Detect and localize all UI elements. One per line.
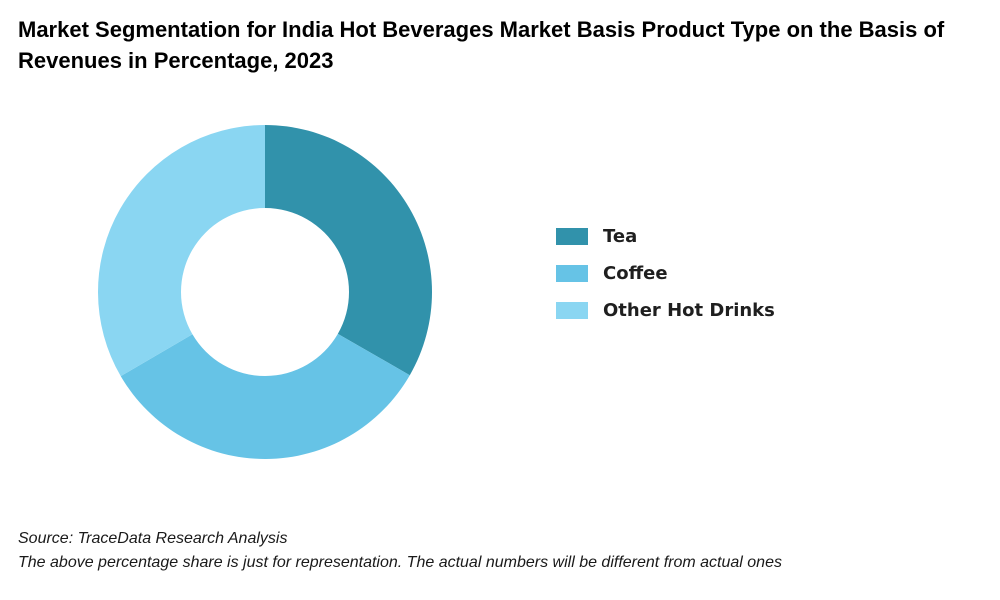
- legend-swatch-other-hot-drinks: [556, 302, 588, 319]
- source-note: Source: TraceData Research Analysis: [18, 527, 782, 551]
- legend-item-coffee: Coffee: [556, 259, 775, 287]
- slice-coffee: [121, 334, 410, 459]
- legend-swatch-tea: [556, 228, 588, 245]
- donut-slices: [98, 125, 432, 459]
- disclaimer-note: The above percentage share is just for r…: [18, 551, 782, 575]
- legend-label-coffee: Coffee: [603, 263, 668, 284]
- slice-tea: [265, 125, 432, 375]
- chart-footer: Source: TraceData Research Analysis The …: [18, 527, 782, 575]
- legend-label-other-hot-drinks: Other Hot Drinks: [603, 300, 775, 321]
- legend-item-tea: Tea: [556, 222, 775, 250]
- slice-other-hot-drinks: [98, 125, 265, 376]
- legend-label-tea: Tea: [603, 226, 637, 247]
- legend-swatch-coffee: [556, 265, 588, 282]
- legend-item-other-hot-drinks: Other Hot Drinks: [556, 296, 775, 324]
- chart-legend: Tea Coffee Other Hot Drinks: [556, 222, 775, 333]
